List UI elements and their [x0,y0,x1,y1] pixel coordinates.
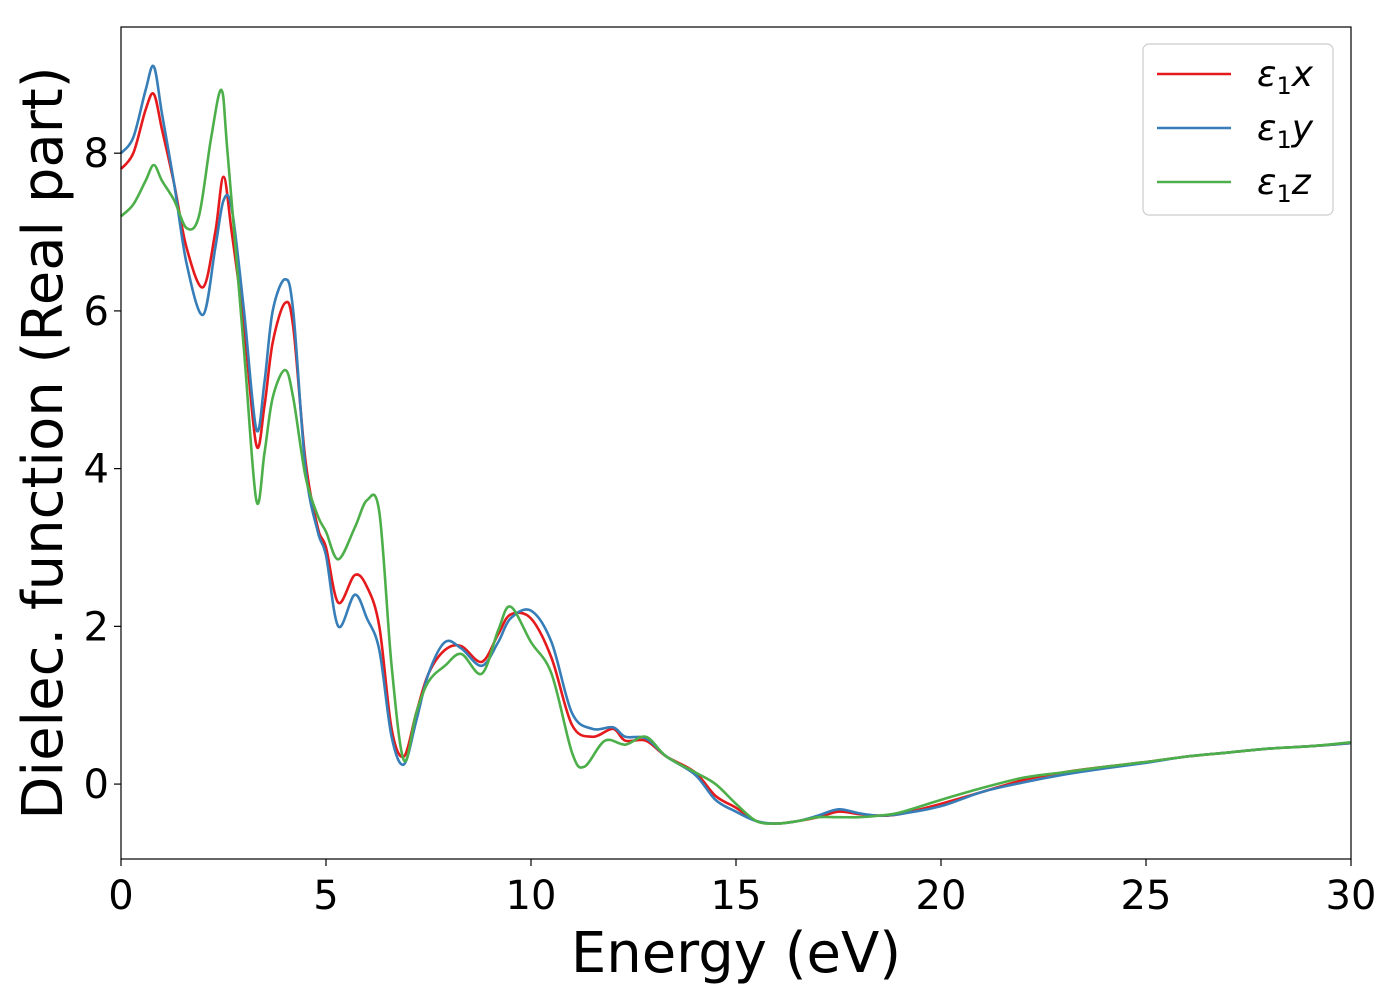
y-tick-label: 6 [84,289,109,335]
y-axis-label: Dielec. function (Real part) [11,66,76,819]
legend-label-y: ε1y [1257,108,1314,154]
legend: ε1x ε1y ε1z [1142,43,1334,216]
x-tick-label: 25 [1121,873,1172,919]
y-tick-label: 4 [84,447,109,493]
x-tick-label: 10 [506,873,557,919]
legend-label-x: ε1x [1257,54,1314,100]
legend-label-z: ε1z [1257,162,1312,208]
x-axis-label: Energy (eV) [571,921,901,986]
legend-box [1142,43,1334,216]
tick-layer: 0 5 10 15 20 25 30 0 2 4 6 8 [84,131,1377,919]
x-tick-label: 5 [313,873,338,919]
x-tick-label: 30 [1326,873,1377,919]
x-tick-label: 20 [916,873,967,919]
y-tick-label: 2 [84,604,109,650]
series-layer [119,64,1352,825]
y-tick-label: 0 [84,762,109,808]
series-line-z [120,88,1352,825]
plot-frame [120,26,1352,860]
x-tick-label: 15 [711,873,762,919]
y-tick-label: 8 [84,131,109,177]
x-tick-label: 0 [108,873,133,919]
